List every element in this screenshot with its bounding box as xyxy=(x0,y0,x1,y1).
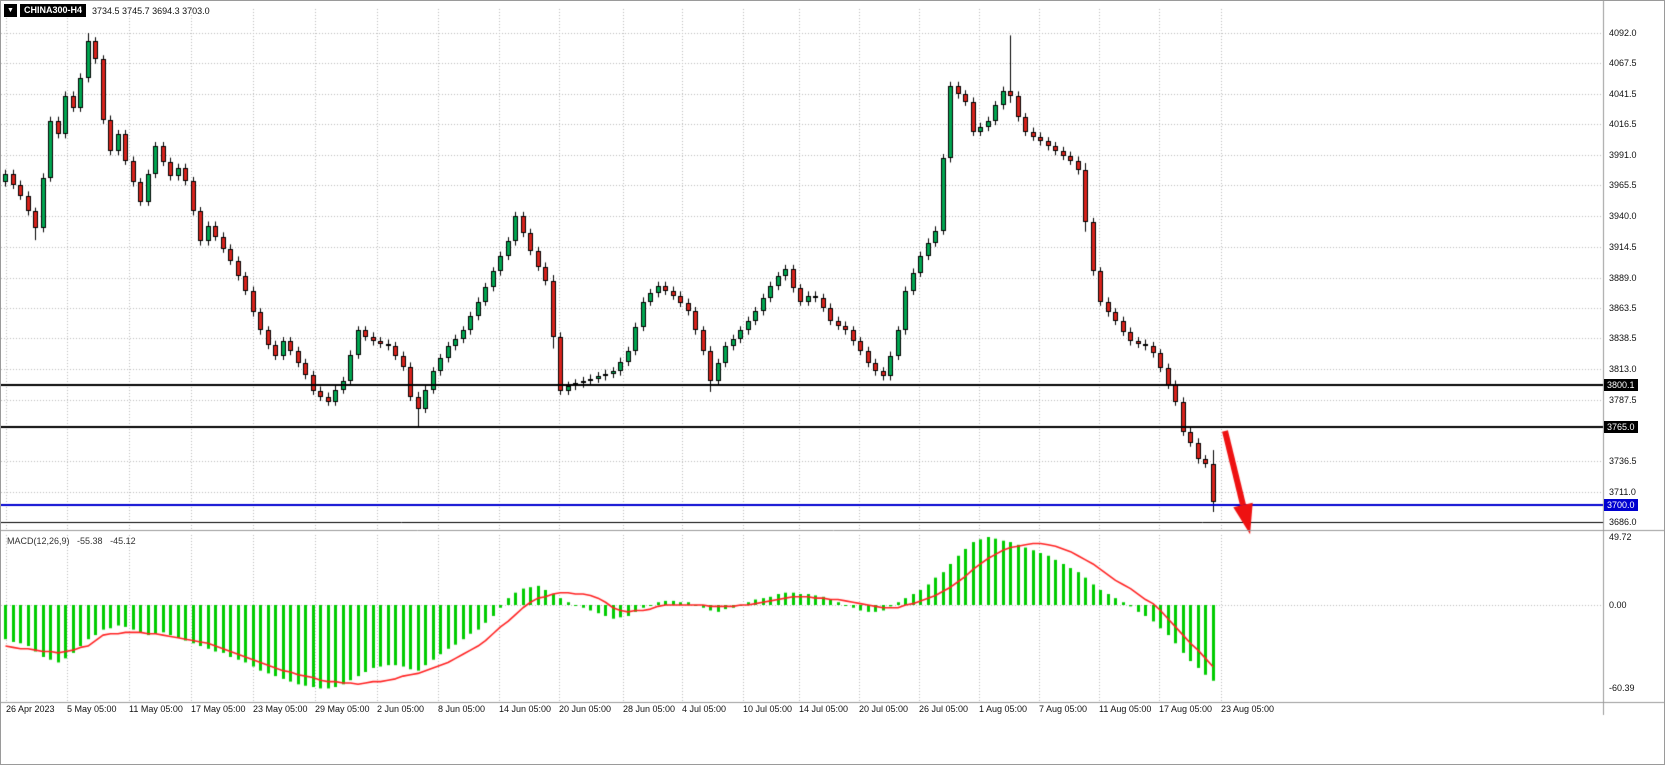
time-axis-label: 29 May 05:00 xyxy=(315,704,370,714)
price-axis-label: 3838.5 xyxy=(1609,333,1637,344)
time-axis-label: 17 May 05:00 xyxy=(191,704,246,714)
time-axis-label: 17 Aug 05:00 xyxy=(1159,704,1213,714)
price-axis-label: 4041.5 xyxy=(1609,88,1637,99)
time-axis-label: 11 May 05:00 xyxy=(129,704,183,714)
time-axis-label: 7 Aug 05:00 xyxy=(1039,704,1088,714)
price-axis-label: 4092.0 xyxy=(1609,28,1637,38)
price-axis-label: 3686.0 xyxy=(1609,517,1637,527)
price-axis-label: 3889.0 xyxy=(1609,272,1637,283)
price-axis-label: 4016.5 xyxy=(1609,118,1637,129)
ohlc-readout: 3734.5 3745.7 3694.3 3703.0 xyxy=(92,5,210,16)
time-axis-label: 11 Aug 05:00 xyxy=(1099,704,1152,714)
time-axis-label: 14 Jun 05:00 xyxy=(499,704,552,714)
price-axis-label: 3965.5 xyxy=(1609,180,1637,191)
macd-axis-label: 49.72 xyxy=(1609,532,1632,542)
time-axis-label: 10 Jul 05:00 xyxy=(743,704,793,714)
price-axis-label: 3787.5 xyxy=(1609,394,1637,405)
time-axis-label: 20 Jun 05:00 xyxy=(559,704,612,714)
time-axis-label: 23 Aug 05:00 xyxy=(1221,704,1275,714)
macd-axis-label: -60.39 xyxy=(1609,682,1635,693)
time-axis-label: 8 Jun 05:00 xyxy=(438,704,486,714)
time-axis-label: 28 Jun 05:00 xyxy=(623,704,676,714)
time-axis-label: 26 Apr 2023 xyxy=(6,704,55,714)
time-axis-label: 5 May 05:00 xyxy=(67,704,117,714)
time-axis[interactable]: 26 Apr 2023 5 May 05:00 11 May 05:00 17 May… xyxy=(1,701,1603,719)
symbol-dropdown-icon[interactable]: ▼ xyxy=(4,4,17,17)
time-axis-label: 20 Jul 05:00 xyxy=(859,704,909,714)
time-axis-label: 23 May 05:00 xyxy=(253,704,308,714)
macd-main-value: -55.38 xyxy=(77,536,103,546)
macd-indicator-label: MACD(12,26,9) -55.38 -45.12 xyxy=(7,536,141,546)
price-axis-label: 3914.5 xyxy=(1609,241,1637,252)
price-axis-label: 3711.0 xyxy=(1609,486,1636,497)
price-axis-label: 3813.0 xyxy=(1609,364,1637,375)
price-axis[interactable]: 4092.0 4067.5 4041.5 4016.5 3991.0 3965.5 3940… xyxy=(1603,1,1664,703)
price-line-label: 3700.0 xyxy=(1604,499,1638,512)
time-axis-label: 14 Jul 05:00 xyxy=(799,704,849,714)
macd-signal-value: -45.12 xyxy=(110,536,136,546)
price-line-label: 3800.1 xyxy=(1604,378,1638,391)
price-line-label: 3765.0 xyxy=(1604,420,1638,433)
price-axis-label: 3940.0 xyxy=(1609,211,1637,222)
price-axis-label: 4067.5 xyxy=(1609,57,1637,68)
time-axis-label: 2 Jun 05:00 xyxy=(377,704,425,714)
time-axis-label: 1 Aug 05:00 xyxy=(979,704,1028,714)
time-axis-label: 26 Jul 05:00 xyxy=(919,704,969,714)
symbol-bar: ▼ CHINA300-H4 3734.5 3745.7 3694.3 3703.… xyxy=(4,4,210,17)
symbol-timeframe-label: CHINA300-H4 xyxy=(20,4,87,17)
time-axis-label: 4 Jul 05:00 xyxy=(682,704,727,714)
price-axis-label: 3863.5 xyxy=(1609,303,1637,314)
price-axis-label: 3991.0 xyxy=(1609,149,1637,160)
macd-axis-label: 0.00 xyxy=(1609,600,1627,610)
macd-title: MACD(12,26,9) xyxy=(7,536,70,546)
price-axis-label: 3736.5 xyxy=(1609,456,1637,467)
